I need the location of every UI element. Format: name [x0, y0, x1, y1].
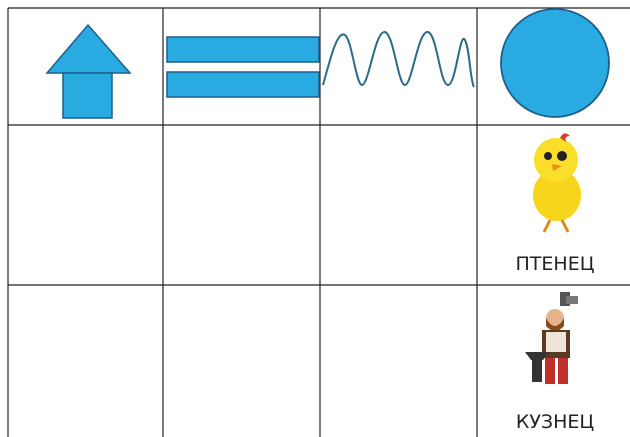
card-label: КУЗНЕЦ	[516, 411, 594, 433]
house-icon	[45, 23, 132, 119]
circle-icon	[500, 8, 610, 118]
chick-picture	[533, 133, 581, 233]
card-label: ПТЕНЕЦ	[516, 253, 595, 275]
bars-icon	[166, 36, 320, 98]
wave-icon	[322, 31, 475, 88]
blacksmith-picture	[525, 292, 578, 384]
table-grid	[7, 7, 630, 437]
